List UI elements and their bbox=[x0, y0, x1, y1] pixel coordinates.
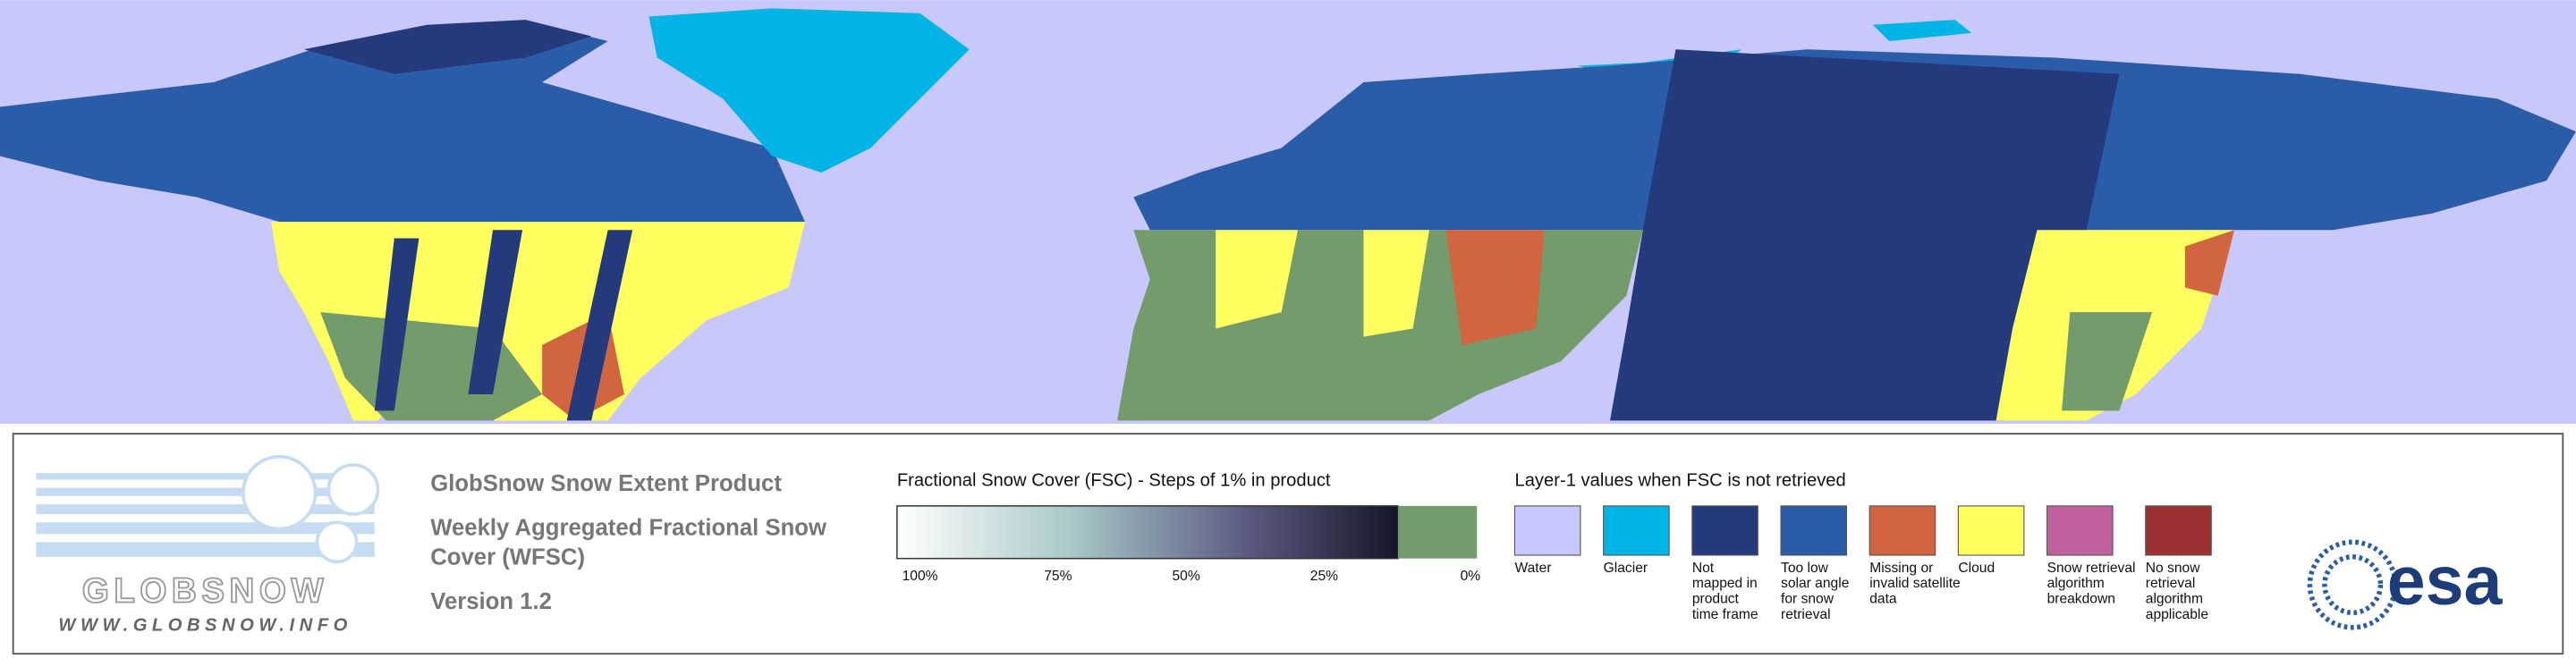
fsc-tick-label: 0% bbox=[1461, 569, 1481, 584]
fsc-tick-label: 75% bbox=[1044, 569, 1072, 584]
layer1-label: mapped in bbox=[1692, 576, 1758, 591]
layer1-swatch bbox=[1957, 505, 2025, 556]
not-mapped-swath bbox=[1610, 49, 2120, 421]
us-strips bbox=[374, 230, 633, 421]
logo-stripe bbox=[36, 542, 375, 557]
layer1-label: Cloud bbox=[1958, 561, 1995, 576]
logo-stripe bbox=[36, 487, 375, 496]
esa-logo: esa bbox=[2307, 539, 2504, 630]
map bbox=[0, 0, 2576, 425]
japan bbox=[2184, 230, 2234, 296]
layer1-label: solar angle bbox=[1781, 576, 1849, 591]
logo-snowflake bbox=[326, 463, 380, 516]
layer1-label: Water bbox=[1514, 561, 1551, 576]
product-subtitle: Cover (WFSC) bbox=[430, 545, 585, 570]
layer1-label: data bbox=[1869, 592, 1897, 607]
layer1-label: algorithm bbox=[2146, 592, 2203, 607]
arctic-islands bbox=[303, 20, 592, 74]
logo-stripe bbox=[36, 473, 375, 480]
layer1-label: Glacier bbox=[1604, 561, 1648, 576]
north-america-north bbox=[0, 24, 805, 223]
product-subtitle: Weekly Aggregated Fractional Snow bbox=[430, 515, 827, 540]
layer1-swatch bbox=[1513, 505, 1581, 556]
east-asia-snow-free bbox=[2062, 312, 2153, 411]
layer1-swatch bbox=[2046, 505, 2114, 556]
esa-rings bbox=[2307, 539, 2398, 630]
greenland bbox=[648, 8, 970, 173]
logo-url: WWW.GLOBSNOW.INFO bbox=[58, 615, 352, 635]
layer1-label: product bbox=[1692, 592, 1740, 607]
logo-stripe bbox=[36, 504, 375, 515]
esa-wordmark: esa bbox=[2387, 543, 2504, 620]
logo-name: GLOBSNOW bbox=[82, 571, 328, 610]
layer1-label: Too low bbox=[1781, 561, 1829, 576]
europe-missing bbox=[1445, 230, 1545, 345]
layer1-swatch bbox=[1868, 505, 1936, 556]
europe-cloud bbox=[1216, 230, 1429, 337]
layer1-swatch bbox=[1603, 505, 1670, 556]
fsc-tick-label: 100% bbox=[902, 569, 938, 584]
layer1-label: Snow retrieval bbox=[2047, 561, 2136, 576]
layer1-title: Layer-1 values when FSC is not retrieved bbox=[1514, 471, 1845, 491]
layer1-label: time frame bbox=[1692, 607, 1758, 622]
layer1-label: Missing or bbox=[1869, 561, 1933, 576]
fsc-zero bbox=[1398, 505, 1478, 559]
layer1-label: breakdown bbox=[2047, 592, 2115, 607]
globsnow-logo: GLOBSNOW WWW.GLOBSNOW.INFO bbox=[36, 454, 380, 635]
layer1-label: No snow bbox=[2146, 561, 2200, 576]
fsc-gradient bbox=[896, 505, 1399, 560]
layer1-label: invalid satellite bbox=[1869, 576, 1961, 591]
product-title: GlobSnow Snow Extent Product bbox=[430, 471, 782, 496]
fsc-title: Fractional Snow Cover (FSC) - Steps of 1… bbox=[897, 471, 1331, 491]
layer1-swatch bbox=[2145, 505, 2212, 556]
logo-snowflake bbox=[242, 454, 318, 531]
logo-snowflake bbox=[315, 520, 359, 564]
product-version: Version 1.2 bbox=[430, 589, 552, 614]
layer1-label: retrieval bbox=[1781, 607, 1831, 622]
layer1-swatch bbox=[1691, 505, 1758, 556]
fsc-tick-label: 25% bbox=[1310, 569, 1338, 584]
esa-rings bbox=[2322, 554, 2384, 615]
layer1-label: applicable bbox=[2146, 607, 2208, 622]
layer1-label: Not bbox=[1692, 561, 1715, 576]
fsc-tick-label: 50% bbox=[1172, 569, 1199, 584]
layer1-swatch bbox=[1780, 505, 1848, 556]
layer1-label: for snow bbox=[1781, 592, 1835, 607]
layer1-label: retrieval bbox=[2146, 576, 2196, 591]
layer1-label: algorithm bbox=[2047, 576, 2105, 591]
